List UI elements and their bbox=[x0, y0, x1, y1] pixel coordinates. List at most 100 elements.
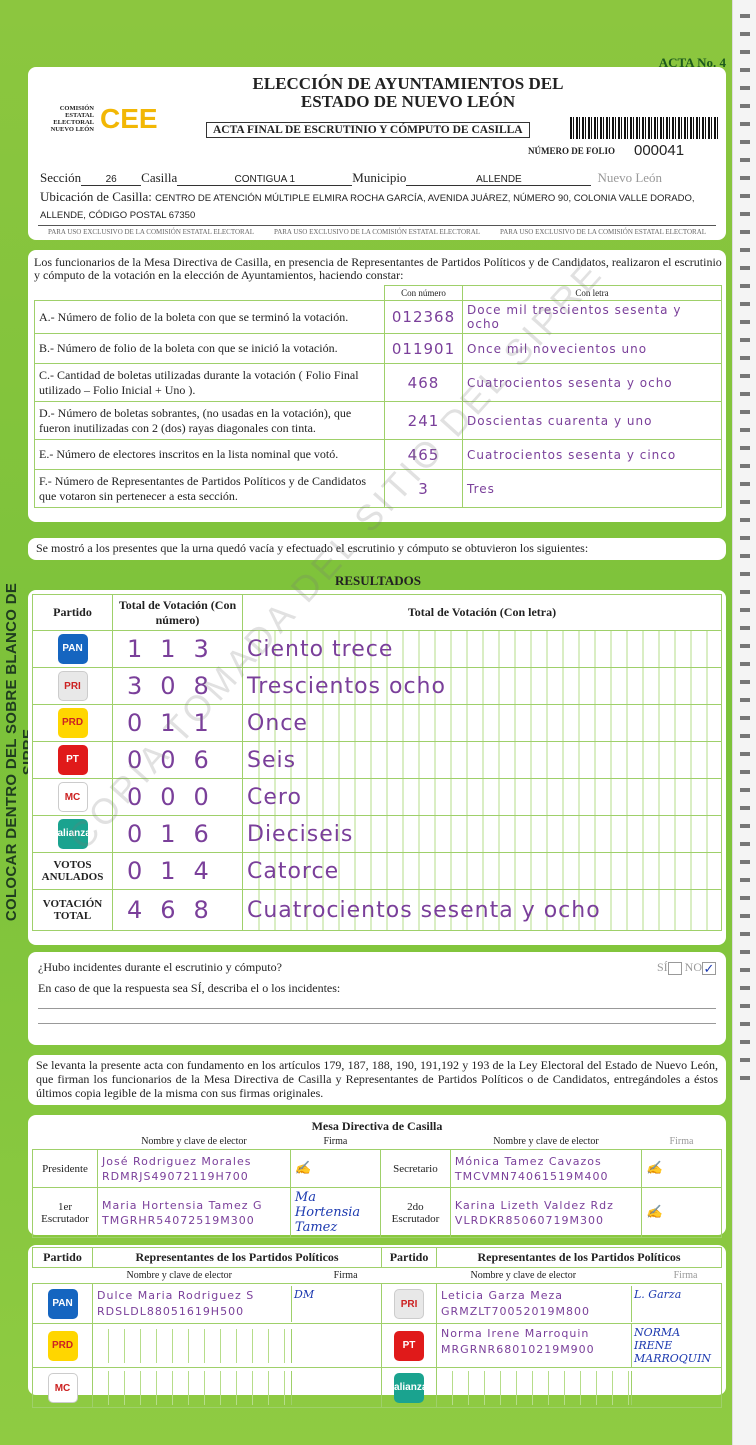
mesa-title: Mesa Directiva de Casilla bbox=[311, 1119, 443, 1133]
row-text: Tres bbox=[462, 469, 722, 508]
seccion-label: Sección bbox=[40, 170, 82, 185]
ubicacion-label: Ubicación de Casilla: bbox=[40, 189, 152, 204]
exclusive-note: PARA USO EXCLUSIVO DE LA COMISIÓN ESTATA… bbox=[499, 228, 707, 236]
statement-row: A.- Número de folio de la boleta con que… bbox=[34, 300, 722, 334]
member-name: Maria Hortensia Tamez G bbox=[102, 1198, 263, 1212]
col-total-letra: Total de Votación (Con letra) bbox=[242, 594, 722, 631]
cee-logo: CEE bbox=[100, 103, 158, 134]
mesa-panel: Mesa Directiva de Casilla Nombre y clave… bbox=[28, 1115, 726, 1238]
folio-number: 000041 bbox=[634, 142, 685, 159]
rep-signature: L. Garza bbox=[631, 1285, 721, 1322]
member-clave: TMGRHR54072519M300 bbox=[102, 1213, 255, 1227]
member-name: Karina Lizeth Valdez Rdz bbox=[454, 1198, 614, 1212]
row-number: 012368 bbox=[384, 300, 463, 334]
rep-name: Dulce Maria Rodriguez S bbox=[97, 1288, 255, 1302]
row-label: A.- Número de folio de la boleta con que… bbox=[34, 300, 385, 334]
col-partido: Partido bbox=[32, 1247, 93, 1268]
row-text: Doce mil trescientos sesenta y ocho bbox=[462, 300, 722, 334]
row-label: VOTACIÓN TOTAL bbox=[42, 898, 103, 922]
reps-panel: Partido Representantes de los Partidos Po… bbox=[28, 1245, 726, 1408]
seccion-value: 26 bbox=[81, 174, 142, 186]
municipio-value: ALLENDE bbox=[406, 174, 592, 186]
perforated-edge bbox=[732, 0, 756, 1445]
member-clave: VLRDKR85060719M300 bbox=[454, 1213, 605, 1227]
party-logo-icon: PRI bbox=[394, 1288, 425, 1319]
row-number: 468 bbox=[384, 363, 463, 402]
col-representantes: Representantes de los Partidos Políticos bbox=[91, 1247, 383, 1268]
signature: ✍ bbox=[289, 1149, 381, 1188]
col-nombre: Nombre y clave de elector bbox=[470, 1270, 577, 1281]
rep-row: PAN Dulce Maria Rodriguez S RDSLDL88051619… bbox=[32, 1283, 722, 1324]
result-number: 000 bbox=[112, 778, 243, 816]
row-label: F.- Número de Representantes de Partidos… bbox=[34, 469, 385, 508]
result-row: PT 006 Seis bbox=[32, 741, 722, 779]
statement-panel: Los funcionarios de la Mesa Directiva de… bbox=[28, 250, 726, 522]
statement-row: B.- Número de folio de la boleta con que… bbox=[34, 333, 722, 364]
rep-clave: GRMZLT70052019M800 bbox=[441, 1304, 591, 1318]
si-checkbox[interactable] bbox=[667, 961, 682, 975]
role-label: 2do Escrutador bbox=[379, 1187, 451, 1238]
party-logo-icon: PT bbox=[57, 745, 88, 775]
member-clave: RDMRJS49072119H700 bbox=[102, 1169, 249, 1183]
role-label: Presidente bbox=[32, 1149, 98, 1188]
col-partido: Partido bbox=[32, 594, 113, 631]
folio-label: NÚMERO DE FOLIO bbox=[528, 146, 616, 156]
col-nombre: Nombre y clave de elector bbox=[141, 1136, 247, 1147]
result-row: MC 000 Cero bbox=[32, 778, 722, 816]
shown-notice: Se mostró a los presentes que la urna qu… bbox=[28, 538, 726, 560]
result-row: VOTACIÓN TOTAL 468 Cuatrocientos sesenta y… bbox=[32, 889, 722, 931]
org-name: COMISIÓN ESTATAL ELECTORAL NUEVO LEÓN bbox=[50, 105, 94, 133]
row-text: Cuatrocientos sesenta y ocho bbox=[462, 363, 722, 402]
member-clave: TMCVMN74061519M400 bbox=[454, 1169, 609, 1183]
member-name: José Rodriguez Morales bbox=[102, 1154, 252, 1168]
mesa-table: Nombre y clave de elector Firma Nombre y c… bbox=[32, 1134, 722, 1238]
reps-table: Partido Representantes de los Partidos Po… bbox=[32, 1247, 722, 1408]
rep-signature bbox=[291, 1370, 381, 1405]
results-panel: Partido Total de Votación (Con número) Tot… bbox=[28, 590, 726, 945]
rep-signature bbox=[291, 1328, 381, 1363]
col-total-numero: Total de Votación (Con número) bbox=[112, 594, 243, 631]
statement-row: D.- Número de boletas sobrantes, (no usa… bbox=[34, 401, 722, 440]
result-number: 016 bbox=[112, 815, 243, 853]
statement-row: C.- Cantidad de boletas utilizadas duran… bbox=[34, 363, 722, 402]
result-row: PRI 308 Trescientos ocho bbox=[32, 667, 722, 705]
row-text: Doscientas cuarenta y uno bbox=[462, 401, 722, 440]
result-text: Once bbox=[242, 704, 722, 742]
rep-clave: RDSLDL88051619H500 bbox=[97, 1304, 245, 1318]
mesa-row: Presidente José Rodriguez Morales RDMRJS49… bbox=[32, 1149, 722, 1188]
rep-row: MC alianza bbox=[32, 1367, 722, 1408]
signature: Ma Hortensia Tamez bbox=[289, 1187, 381, 1238]
party-logo-icon: PAN bbox=[47, 1288, 78, 1319]
result-number: 011 bbox=[112, 704, 243, 742]
result-number: 014 bbox=[112, 852, 243, 890]
rep-name: Leticia Garza Meza bbox=[441, 1288, 564, 1302]
no-checkbox-checked[interactable]: ✓ bbox=[702, 960, 716, 976]
result-row: PAN 113 Ciento trece bbox=[32, 630, 722, 668]
result-text: Trescientos ocho bbox=[242, 667, 722, 705]
col-nombre: Nombre y clave de elector bbox=[126, 1270, 233, 1281]
result-row: PRD 011 Once bbox=[32, 704, 722, 742]
results-title: RESULTADOS bbox=[335, 573, 421, 588]
acta-subtitle: ACTA FINAL DE ESCRUTINIO Y CÓMPUTO DE CA… bbox=[206, 122, 530, 138]
result-text: Catorce bbox=[242, 852, 722, 890]
signature: ✍ bbox=[641, 1187, 722, 1238]
result-text: Cero bbox=[242, 778, 722, 816]
result-text: Seis bbox=[242, 741, 722, 779]
result-number: 006 bbox=[112, 741, 243, 779]
legal-text: Se levanta la presente acta con fundamen… bbox=[28, 1055, 726, 1105]
signature: ✍ bbox=[641, 1149, 722, 1188]
incidents-panel: ¿Hubo incidentes durante el escrutinio y… bbox=[28, 952, 726, 1045]
result-number: 468 bbox=[112, 889, 243, 931]
col-partido: Partido bbox=[381, 1247, 438, 1268]
casilla-value: CONTIGUA 1 bbox=[177, 174, 353, 186]
row-number: 465 bbox=[384, 439, 463, 470]
col-firma: Firma bbox=[673, 1270, 698, 1281]
party-logo-icon: alianza bbox=[394, 1372, 427, 1403]
col-firma: Firma bbox=[333, 1270, 358, 1281]
barcode bbox=[570, 117, 718, 139]
rep-signature bbox=[631, 1370, 721, 1405]
title-line-1: ELECCIÓN DE AYUNTAMIENTOS DEL bbox=[252, 74, 564, 93]
statement-table: Con número Con letra A.- Número de folio … bbox=[34, 285, 722, 508]
party-logo-icon: PRD bbox=[47, 1330, 78, 1361]
col-nombre: Nombre y clave de elector bbox=[493, 1136, 599, 1147]
